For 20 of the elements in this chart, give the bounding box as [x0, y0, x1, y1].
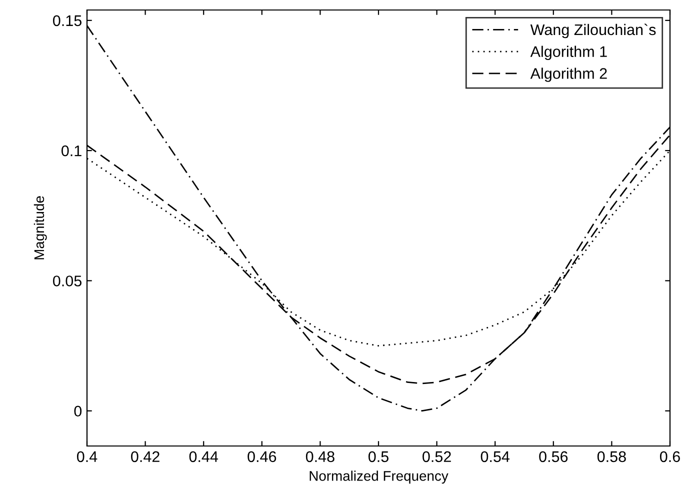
legend-label: Algorithm 2 — [530, 68, 607, 82]
x-tick-label: 0.58 — [597, 451, 626, 462]
legend-label: Algorithm 1 — [530, 46, 607, 60]
y-axis-title: Magnitude — [34, 196, 47, 260]
legend-label: Wang Zilouchian`s — [530, 24, 656, 38]
x-axis-title: Normalized Frequency — [310, 470, 448, 484]
y-tick-label: 0.05 — [53, 276, 82, 286]
x-tick-label: 0.54 — [480, 451, 510, 462]
y-tick-label: 0.1 — [62, 145, 82, 156]
y-tick-label: 0 — [74, 406, 82, 417]
x-tick-label: 0.42 — [131, 451, 160, 462]
x-tick-label: 0.4 — [76, 451, 98, 462]
x-tick-label: 0.52 — [422, 451, 451, 462]
x-tick-label: 0.46 — [248, 451, 276, 462]
x-tick-label: 0.56 — [539, 451, 568, 462]
x-tick-label: 0.48 — [306, 451, 334, 462]
x-tick-label: 0.5 — [368, 451, 388, 462]
y-tick-label: 0.15 — [53, 15, 82, 26]
x-tick-label: 0.44 — [189, 451, 218, 462]
x-tick-label: 0.6 — [660, 451, 680, 462]
